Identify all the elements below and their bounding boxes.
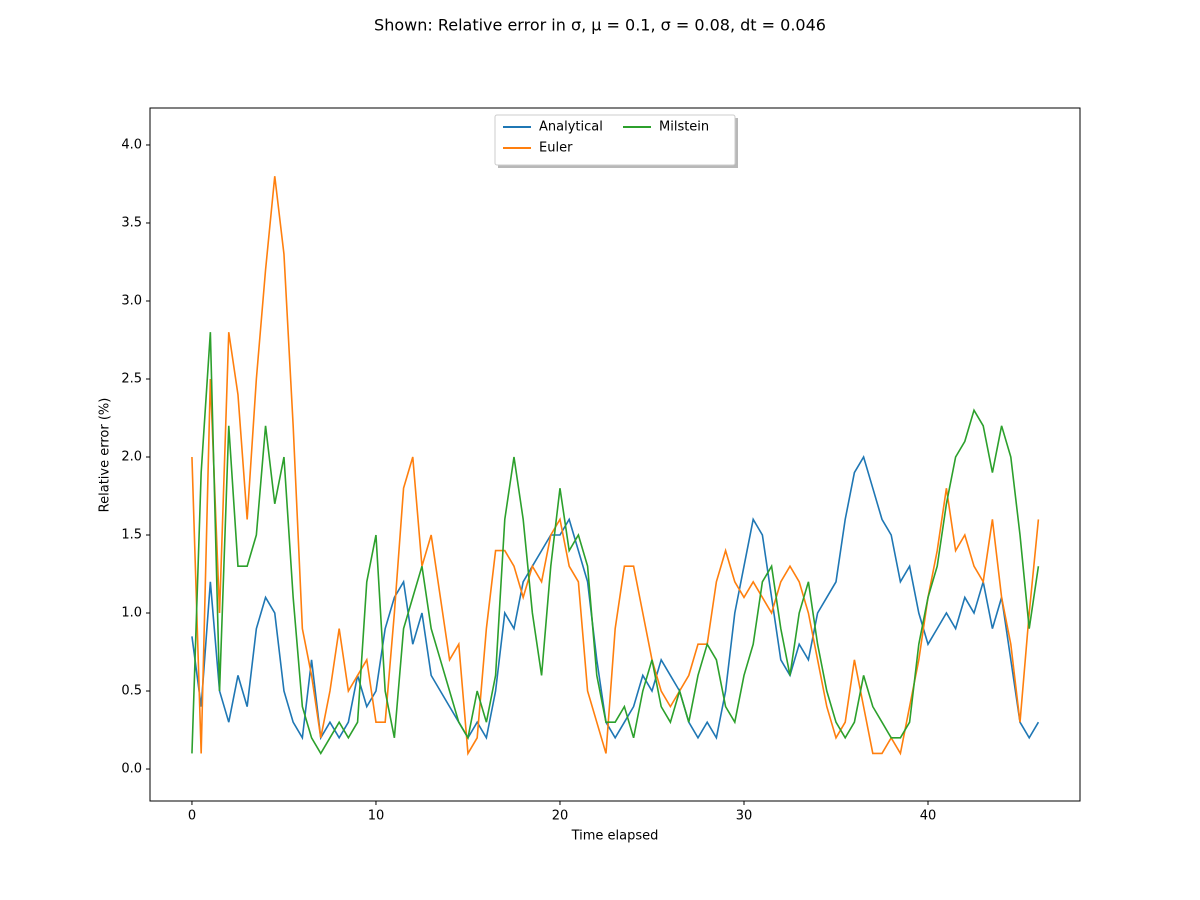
series-line xyxy=(191,176,1040,756)
plot-area xyxy=(191,176,1040,756)
y-tick-label: 0.0 xyxy=(121,762,142,777)
legend-box xyxy=(494,114,736,166)
y-axis-label: Relative error (%) xyxy=(98,398,113,513)
legend-label: Milstein xyxy=(659,120,709,135)
x-tick-label: 0 xyxy=(188,809,196,824)
axes-frame xyxy=(149,107,1081,802)
x-tick-label: 40 xyxy=(920,809,937,824)
y-tick-label: 4.0 xyxy=(121,137,142,152)
series-line xyxy=(191,455,1040,741)
legend-label: Analytical xyxy=(539,120,603,135)
x-axis-label: Time elapsed xyxy=(571,829,659,844)
y-tick-label: 2.5 xyxy=(121,371,142,386)
y-tick-label: 1.5 xyxy=(121,528,142,543)
y-tick-label: 2.0 xyxy=(121,449,142,464)
y-tick-label: 3.0 xyxy=(121,293,142,308)
x-tick-label: 20 xyxy=(552,809,569,824)
chart-title: Shown: Relative error in σ, μ = 0.1, σ =… xyxy=(374,16,826,35)
y-tick-label: 1.0 xyxy=(121,606,142,621)
x-tick-label: 10 xyxy=(368,809,385,824)
y-tick-label: 0.5 xyxy=(121,684,142,699)
series-line xyxy=(191,332,1040,755)
y-tick-label: 3.5 xyxy=(121,215,142,230)
x-tick-label: 30 xyxy=(736,809,753,824)
legend-label: Euler xyxy=(539,141,573,156)
